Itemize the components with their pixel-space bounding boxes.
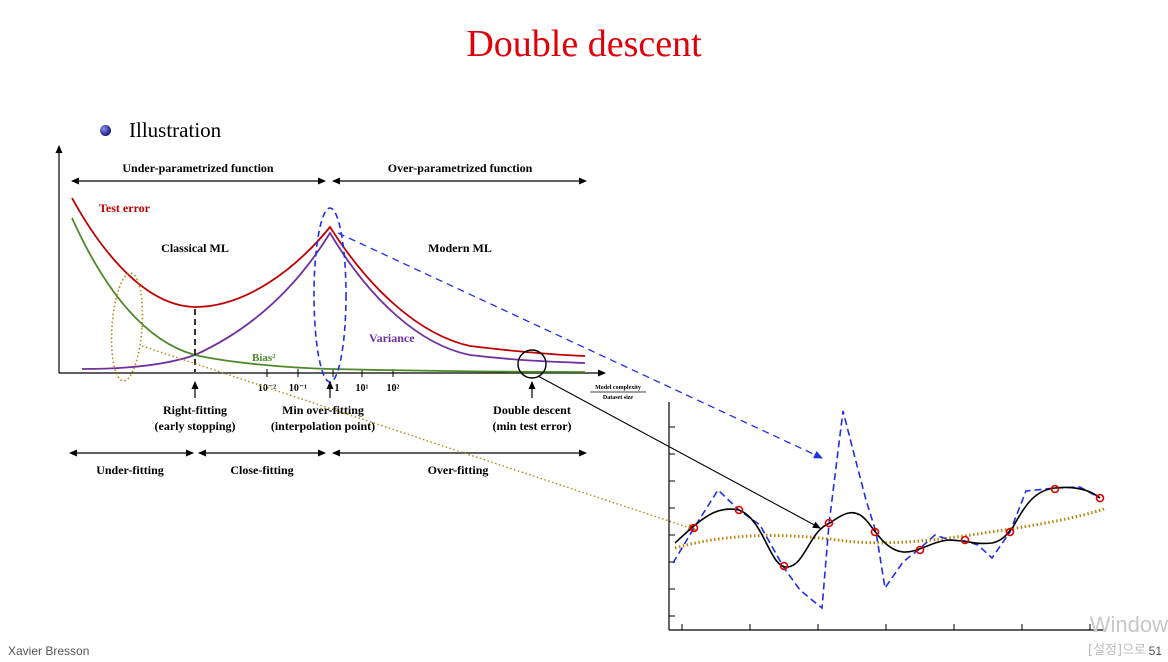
data-point	[960, 535, 970, 545]
bullet-item: Illustration	[100, 118, 221, 143]
data-point	[1050, 484, 1060, 494]
variance-label: Variance	[369, 331, 415, 345]
x-tick-label: 10¹	[356, 383, 369, 394]
underfit-curve	[674, 507, 1105, 550]
under-fitting-label: Under-fitting	[96, 463, 164, 477]
axis-label-denominator: Dataset size	[603, 395, 633, 401]
data-point	[915, 545, 925, 555]
axis-label-numerator: Model complexity	[595, 385, 641, 391]
slide-title: Double descent	[466, 23, 702, 65]
blue-connector-arrow	[337, 232, 823, 459]
modern-ml-label: Modern ML	[428, 241, 492, 255]
classical-ml-label: Classical ML	[161, 241, 229, 255]
author-footer: Xavier Bresson	[8, 644, 90, 658]
double-descent-circle	[517, 349, 547, 379]
over-parametrized-label: Over-parametrized function	[388, 161, 533, 175]
bias-label: Bias²	[252, 352, 276, 364]
data-point	[870, 527, 880, 537]
gold-connector-arrow	[141, 345, 697, 532]
right-fitting-sublabel: (early stopping)	[155, 419, 236, 433]
data-point	[779, 561, 789, 571]
bullet-text: Illustration	[129, 118, 222, 142]
x-tick-label: 10²	[387, 383, 400, 394]
data-point	[1005, 527, 1015, 537]
data-point	[824, 518, 834, 528]
test-error-label: Test error	[99, 201, 151, 215]
inset-plot	[668, 402, 1105, 631]
test-error-curve	[71, 197, 586, 357]
page-number: 51	[1148, 644, 1162, 658]
variance-curve	[81, 231, 586, 370]
windows-activation-watermark: Window	[1089, 612, 1168, 637]
overfit-curve	[672, 410, 1101, 610]
data-point	[689, 523, 699, 533]
data-point	[1095, 493, 1105, 503]
x-tick-label: 10⁻²	[258, 383, 276, 394]
underfit-dotted-ellipse	[110, 272, 144, 382]
data-point	[734, 505, 744, 515]
over-fitting-label: Over-fitting	[428, 463, 489, 477]
x-tick-label: 1	[335, 383, 340, 394]
x-tick-label: 10⁻¹	[289, 383, 307, 394]
double-descent-sublabel: (min test error)	[492, 419, 571, 433]
black-connector-arrow	[537, 375, 821, 529]
double-descent-label: Double descent	[493, 403, 571, 417]
windows-activation-subtext: [설정]으로	[1088, 643, 1146, 658]
right-fitting-label: Right-fitting	[163, 403, 227, 417]
under-parametrized-label: Under-parametrized function	[122, 161, 274, 175]
bias-curve	[71, 217, 586, 373]
interpolation-sublabel: (interpolation point)	[271, 419, 375, 433]
good-fit-curve	[674, 486, 1101, 568]
bullet-icon	[100, 125, 111, 136]
close-fitting-label: Close-fitting	[230, 463, 293, 477]
